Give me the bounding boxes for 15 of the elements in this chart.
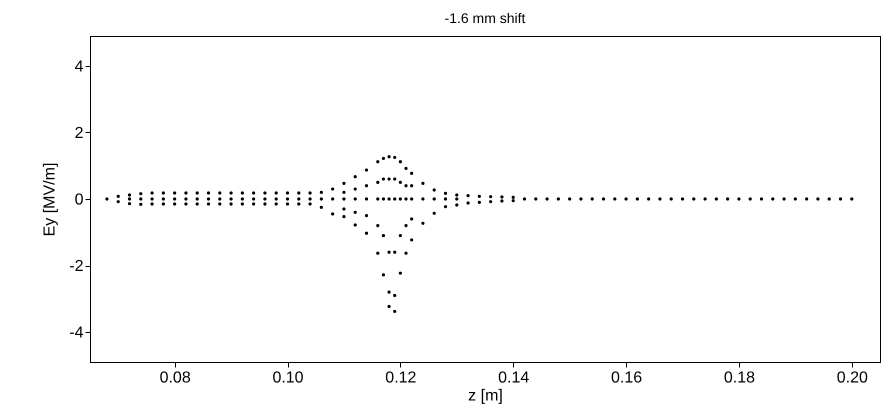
y-tick-label: 4: [74, 58, 84, 76]
x-tick-label: 0.18: [724, 370, 756, 386]
y-tick-label: -4: [69, 324, 84, 342]
y-tick-label: 2: [74, 124, 84, 142]
x-axis-title: z [m]: [468, 388, 503, 404]
x-tick-label: 0.16: [611, 370, 642, 386]
x-tick-label: 0.10: [272, 370, 304, 386]
chart-title: -1.6 mm shift: [444, 10, 526, 26]
y-tick-label: 0: [74, 192, 84, 208]
y-tick-label: -2: [69, 258, 84, 276]
x-tick-label: 0.20: [836, 370, 868, 386]
x-tick-label: 0.14: [498, 370, 530, 386]
x-tick-label: 0.08: [160, 370, 191, 386]
y-axis-title: Ey [MV/m]: [41, 162, 58, 236]
x-tick-label: 0.12: [385, 370, 417, 386]
